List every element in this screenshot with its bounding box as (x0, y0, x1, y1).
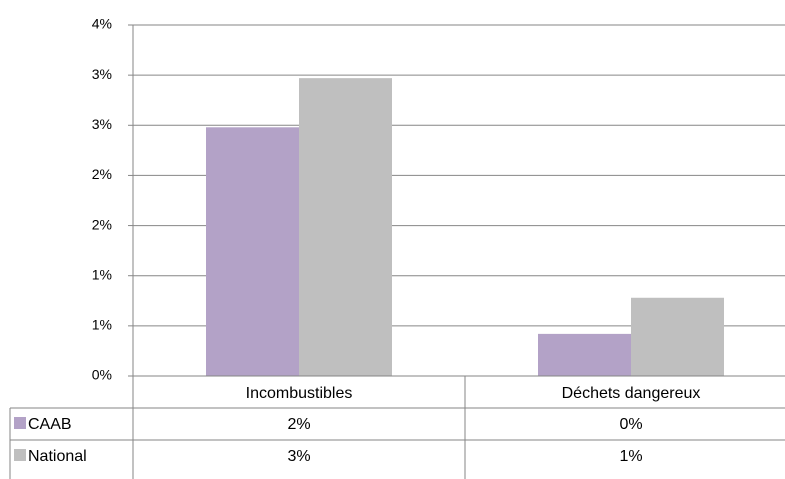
y-tick-label: 2% (92, 216, 112, 232)
x-tick-label: Déchets dangereux (562, 385, 701, 402)
y-tick-label: 1% (92, 266, 112, 282)
y-tick-label: 3% (92, 116, 112, 132)
legend-label: National (28, 448, 87, 465)
y-tick-label: 2% (92, 166, 112, 182)
table-value: 1% (619, 448, 642, 465)
y-tick-label: 0% (92, 367, 112, 383)
bar (538, 333, 631, 376)
table-value: 3% (287, 448, 310, 465)
bar (631, 297, 724, 376)
legend-label: CAAB (28, 416, 72, 433)
legend-swatch (14, 417, 26, 429)
y-tick-label: 4% (92, 16, 112, 32)
y-tick-label: 3% (92, 66, 112, 82)
table-value: 2% (287, 416, 310, 433)
y-tick-label: 1% (92, 317, 112, 333)
bar (299, 78, 392, 376)
table-value: 0% (619, 416, 642, 433)
bar (206, 127, 299, 376)
x-tick-label: Incombustibles (246, 385, 353, 402)
legend-swatch (14, 449, 26, 461)
